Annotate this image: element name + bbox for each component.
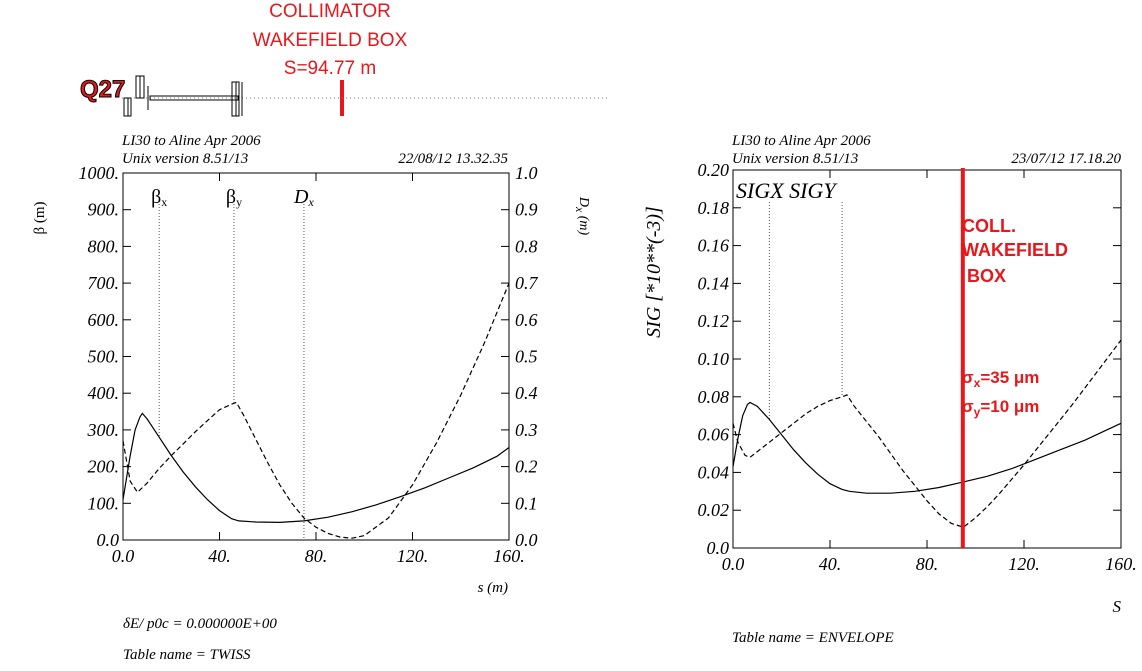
y-tick-label-right: 0.6 <box>515 310 538 330</box>
y-tick-label: 200. <box>88 457 120 477</box>
chart2-xlabel: S <box>1113 597 1122 616</box>
y-tick-label-right: 0.7 <box>515 273 539 293</box>
y-tick-label-right: 0.0 <box>515 530 538 550</box>
y-tick-label-right: 0.5 <box>515 347 538 367</box>
y-tick-label: 800. <box>88 236 120 256</box>
chart1-ylabel-right: Dx (m) <box>573 196 591 236</box>
y-tick-label: 300. <box>87 420 120 440</box>
series-SIGY <box>732 339 1122 528</box>
drift-element <box>149 95 239 101</box>
chart2-x-ticks: 0.0 40. 80. 120. 160. <box>722 170 1137 574</box>
y-tick-label: 900. <box>88 200 120 220</box>
x-tick-label: 40. <box>819 554 842 574</box>
y-tick-label-right: 1.0 <box>515 163 538 183</box>
x-tick-label: 40. <box>208 546 231 566</box>
annotation-line2: WAKEFIELD BOX <box>253 30 408 51</box>
chart2-series <box>732 339 1122 528</box>
chart1-legend-markers: βx βy Dx <box>151 186 315 540</box>
chart1-ylabel-left: β (m) <box>32 201 48 234</box>
envelope-chart: LI30 to Aline Apr 2006 Unix version 8.51… <box>643 133 1137 646</box>
y-tick-label: 0.12 <box>698 311 730 331</box>
chart1-x-ticks: 0.0 40. 80. 120. 160. <box>112 173 525 566</box>
y-tick-label: 700. <box>88 273 120 293</box>
chart1-header-line2: Unix version 8.51/13 <box>122 151 248 167</box>
chart2-ylabel: SIG [*10**(-3)] <box>643 206 665 338</box>
annotation-line3: S=94.77 m <box>284 58 376 79</box>
chart1-xlabel: s (m) <box>478 580 508 596</box>
series-βx <box>122 412 510 524</box>
element-6 <box>231 81 237 117</box>
y-tick-label: 0.0 <box>97 530 120 550</box>
quad-label: Q27 <box>80 76 125 103</box>
chart1-frame <box>122 172 510 541</box>
chart1-y-ticks-right: 0.0 0.1 0.2 0.3 0.4 0.5 0.6 0.7 0.8 0.9 1.0 <box>515 163 539 550</box>
chart2-table-name: Table name = ENVELOPE <box>732 630 894 646</box>
element-4 <box>139 75 145 99</box>
annotation-line1: COLLIMATOR <box>269 1 391 22</box>
box-text-line2: WAKEFIELD <box>962 240 1068 260</box>
y-tick-label-right: 0.2 <box>515 457 538 477</box>
series-SIGX <box>732 401 1122 494</box>
x-tick-label: 80. <box>305 546 328 566</box>
chart1-table-name: Table name = TWISS <box>123 647 251 663</box>
x-tick-label: 0.0 <box>722 554 745 574</box>
chart1-header-line1: LI30 to Aline Apr 2006 <box>121 133 261 149</box>
chart2-legend-markers <box>768 202 843 420</box>
chart2-header-line2: Unix version 8.51/13 <box>732 151 858 167</box>
y-tick-label: 0.18 <box>698 198 730 218</box>
y-tick-label-right: 0.4 <box>515 383 538 403</box>
y-tick-label: 0.14 <box>698 273 730 293</box>
y-tick-label: 500. <box>88 347 120 367</box>
twiss-chart: LI30 to Aline Apr 2006 Unix version 8.51… <box>32 133 591 663</box>
y-tick-label-right: 0.3 <box>515 420 538 440</box>
x-tick-label: 0.0 <box>112 546 135 566</box>
sigma-x-label: σx=35 μm <box>962 368 1039 390</box>
beamline-layout: Q27 <box>80 75 610 117</box>
chart2-legend: SIGX SIGY <box>736 178 838 203</box>
x-tick-label: 80. <box>916 554 939 574</box>
element-2 <box>127 97 132 117</box>
series-βy <box>122 282 510 539</box>
y-tick-label: 0.04 <box>698 462 730 482</box>
y-tick-label: 400. <box>88 383 120 403</box>
chart2-y-ticks: 0.0 0.02 0.04 0.06 0.08 0.10 0.12 0.14 0.16 0.18 0… <box>698 160 1121 558</box>
element-3 <box>135 75 141 99</box>
legend-marker-label: βx <box>151 186 167 209</box>
x-tick-label: 160. <box>493 546 525 566</box>
chart1-formula: δE/ p0c = 0.000000E+00 <box>123 616 277 632</box>
y-tick-label-right: 0.1 <box>515 493 538 513</box>
y-tick-label: 0.0 <box>707 538 730 558</box>
y-tick-label-right: 0.9 <box>515 200 538 220</box>
x-tick-label: 120. <box>1008 554 1040 574</box>
chart1-date: 22/08/12 13.32.35 <box>398 151 508 167</box>
chart1-series <box>122 282 510 539</box>
chart2-header-line1: LI30 to Aline Apr 2006 <box>731 133 871 149</box>
y-tick-label: 0.20 <box>698 160 730 180</box>
y-tick-label: 1000. <box>79 163 120 183</box>
y-tick-label-right: 0.8 <box>515 236 538 256</box>
chart2-date: 23/07/12 17.18.20 <box>1011 151 1121 167</box>
y-tick-label: 100. <box>88 493 120 513</box>
x-tick-label: 160. <box>1105 554 1137 574</box>
chart2-frame <box>732 169 1122 549</box>
y-tick-label: 0.10 <box>698 349 730 369</box>
x-tick-label: 120. <box>397 546 429 566</box>
y-tick-label: 0.16 <box>698 236 730 256</box>
y-tick-label: 0.06 <box>698 425 730 445</box>
element-7 <box>235 81 240 117</box>
sigma-y-label: σy=10 μm <box>962 397 1039 419</box>
y-tick-label: 600. <box>88 310 120 330</box>
box-text-line1: COLL. <box>962 216 1016 236</box>
chart1-y-ticks-left: 0.0 100. 200. 300. 400. 500. 600. 700. 800. 900. 1… <box>79 163 509 550</box>
y-tick-label: 0.02 <box>698 500 730 520</box>
y-tick-label: 0.08 <box>698 387 730 407</box>
legend-marker-label: Dx <box>293 186 314 209</box>
legend-marker-label: βy <box>226 186 242 209</box>
box-text-line3: BOX <box>962 266 1006 286</box>
collimator-annotation: COLLIMATOR WAKEFIELD BOX S=94.77 m <box>253 1 408 116</box>
